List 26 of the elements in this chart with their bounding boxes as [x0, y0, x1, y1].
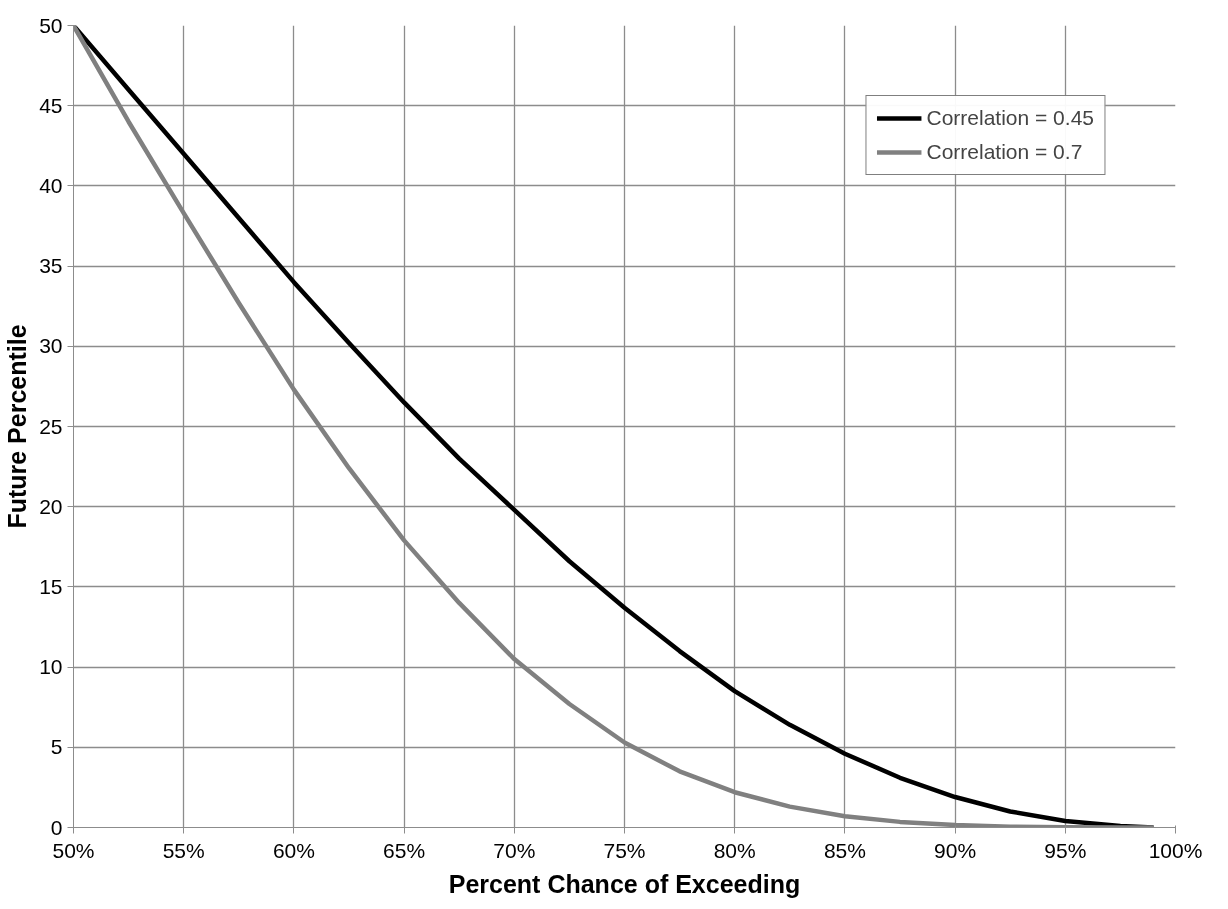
y-axis-title: Future Percentile: [3, 324, 32, 529]
y-tick-label: 0: [50, 815, 63, 839]
x-tick-label: 50%: [52, 838, 95, 862]
y-tick-label: 20: [39, 494, 63, 518]
legend-label: Correlation = 0.7: [926, 140, 1083, 164]
legend-label: Correlation = 0.45: [926, 106, 1094, 130]
y-tick-label: 30: [39, 334, 63, 358]
y-tick-label: 15: [39, 574, 63, 598]
x-tick-label: 95%: [1044, 838, 1087, 862]
x-axis-title: Percent Chance of Exceeding: [448, 869, 801, 898]
x-tick-label: 75%: [603, 838, 646, 862]
x-tick-label: 70%: [493, 838, 536, 862]
y-tick-label: 35: [39, 254, 63, 278]
x-tick-label: 85%: [823, 838, 866, 862]
x-tick-label: 60%: [272, 838, 315, 862]
x-tick-label: 65%: [383, 838, 426, 862]
x-tick-label: 90%: [934, 838, 977, 862]
x-tick-label: 55%: [162, 838, 205, 862]
y-tick-label: 25: [39, 414, 63, 438]
y-tick-label: 50: [39, 13, 63, 37]
y-tick-label: 45: [39, 93, 63, 117]
x-tick-label: 100%: [1148, 838, 1203, 862]
y-tick-label: 40: [39, 173, 63, 197]
x-tick-label: 80%: [713, 838, 756, 862]
y-tick-label: 10: [39, 655, 63, 679]
y-tick-label: 5: [50, 735, 63, 759]
